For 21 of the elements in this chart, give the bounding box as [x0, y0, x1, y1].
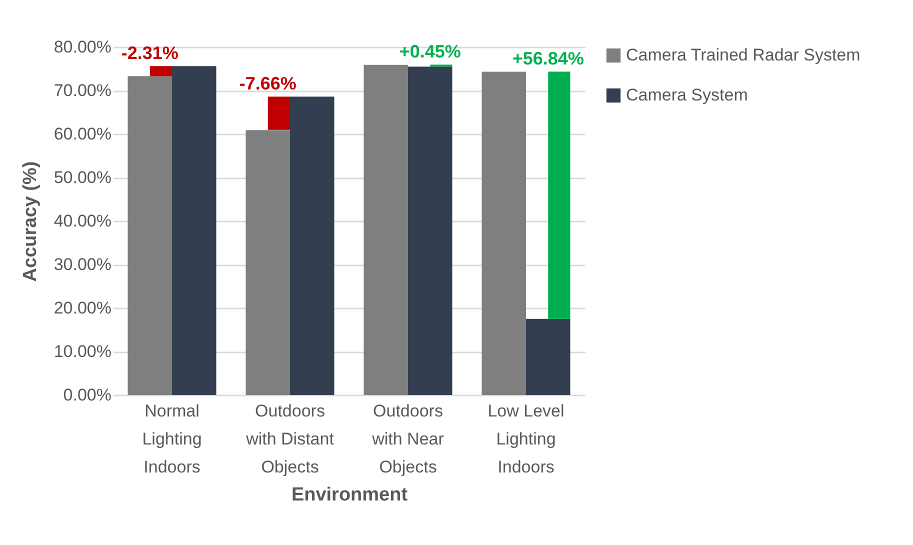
y-tick-label: 80.00% — [54, 38, 112, 56]
data-label: -7.66% — [239, 74, 296, 94]
y-tick-label: 60.00% — [54, 124, 112, 144]
y-axis-title: Accuracy (%) — [20, 161, 41, 282]
y-tick-label: 50.00% — [54, 168, 112, 187]
y-tick-label: 70.00% — [54, 81, 112, 100]
legend-label: Camera Trained Radar System — [626, 46, 860, 64]
y-tick-label: 20.00% — [54, 298, 112, 318]
data-label: +0.45% — [399, 42, 461, 62]
data-label: -2.31% — [121, 43, 178, 64]
x-tick-label: Outdoors with Near Objects — [371, 402, 444, 476]
y-tick-label: 40.00% — [54, 212, 112, 230]
x-tick-label: Normal Lighting Indoors — [142, 402, 202, 476]
x-tick-label: Outdoors with Distant Objects — [245, 402, 334, 476]
y-tick-label: 10.00% — [54, 342, 112, 361]
legend-label: Camera System — [626, 86, 748, 104]
y-tick-label: 0.00% — [63, 386, 112, 404]
y-tick-label: 30.00% — [54, 255, 112, 274]
x-axis-title: Environment — [291, 484, 408, 506]
data-label: +56.84% — [512, 48, 584, 69]
x-tick-label: Low Level Lighting Indoors — [488, 402, 564, 476]
